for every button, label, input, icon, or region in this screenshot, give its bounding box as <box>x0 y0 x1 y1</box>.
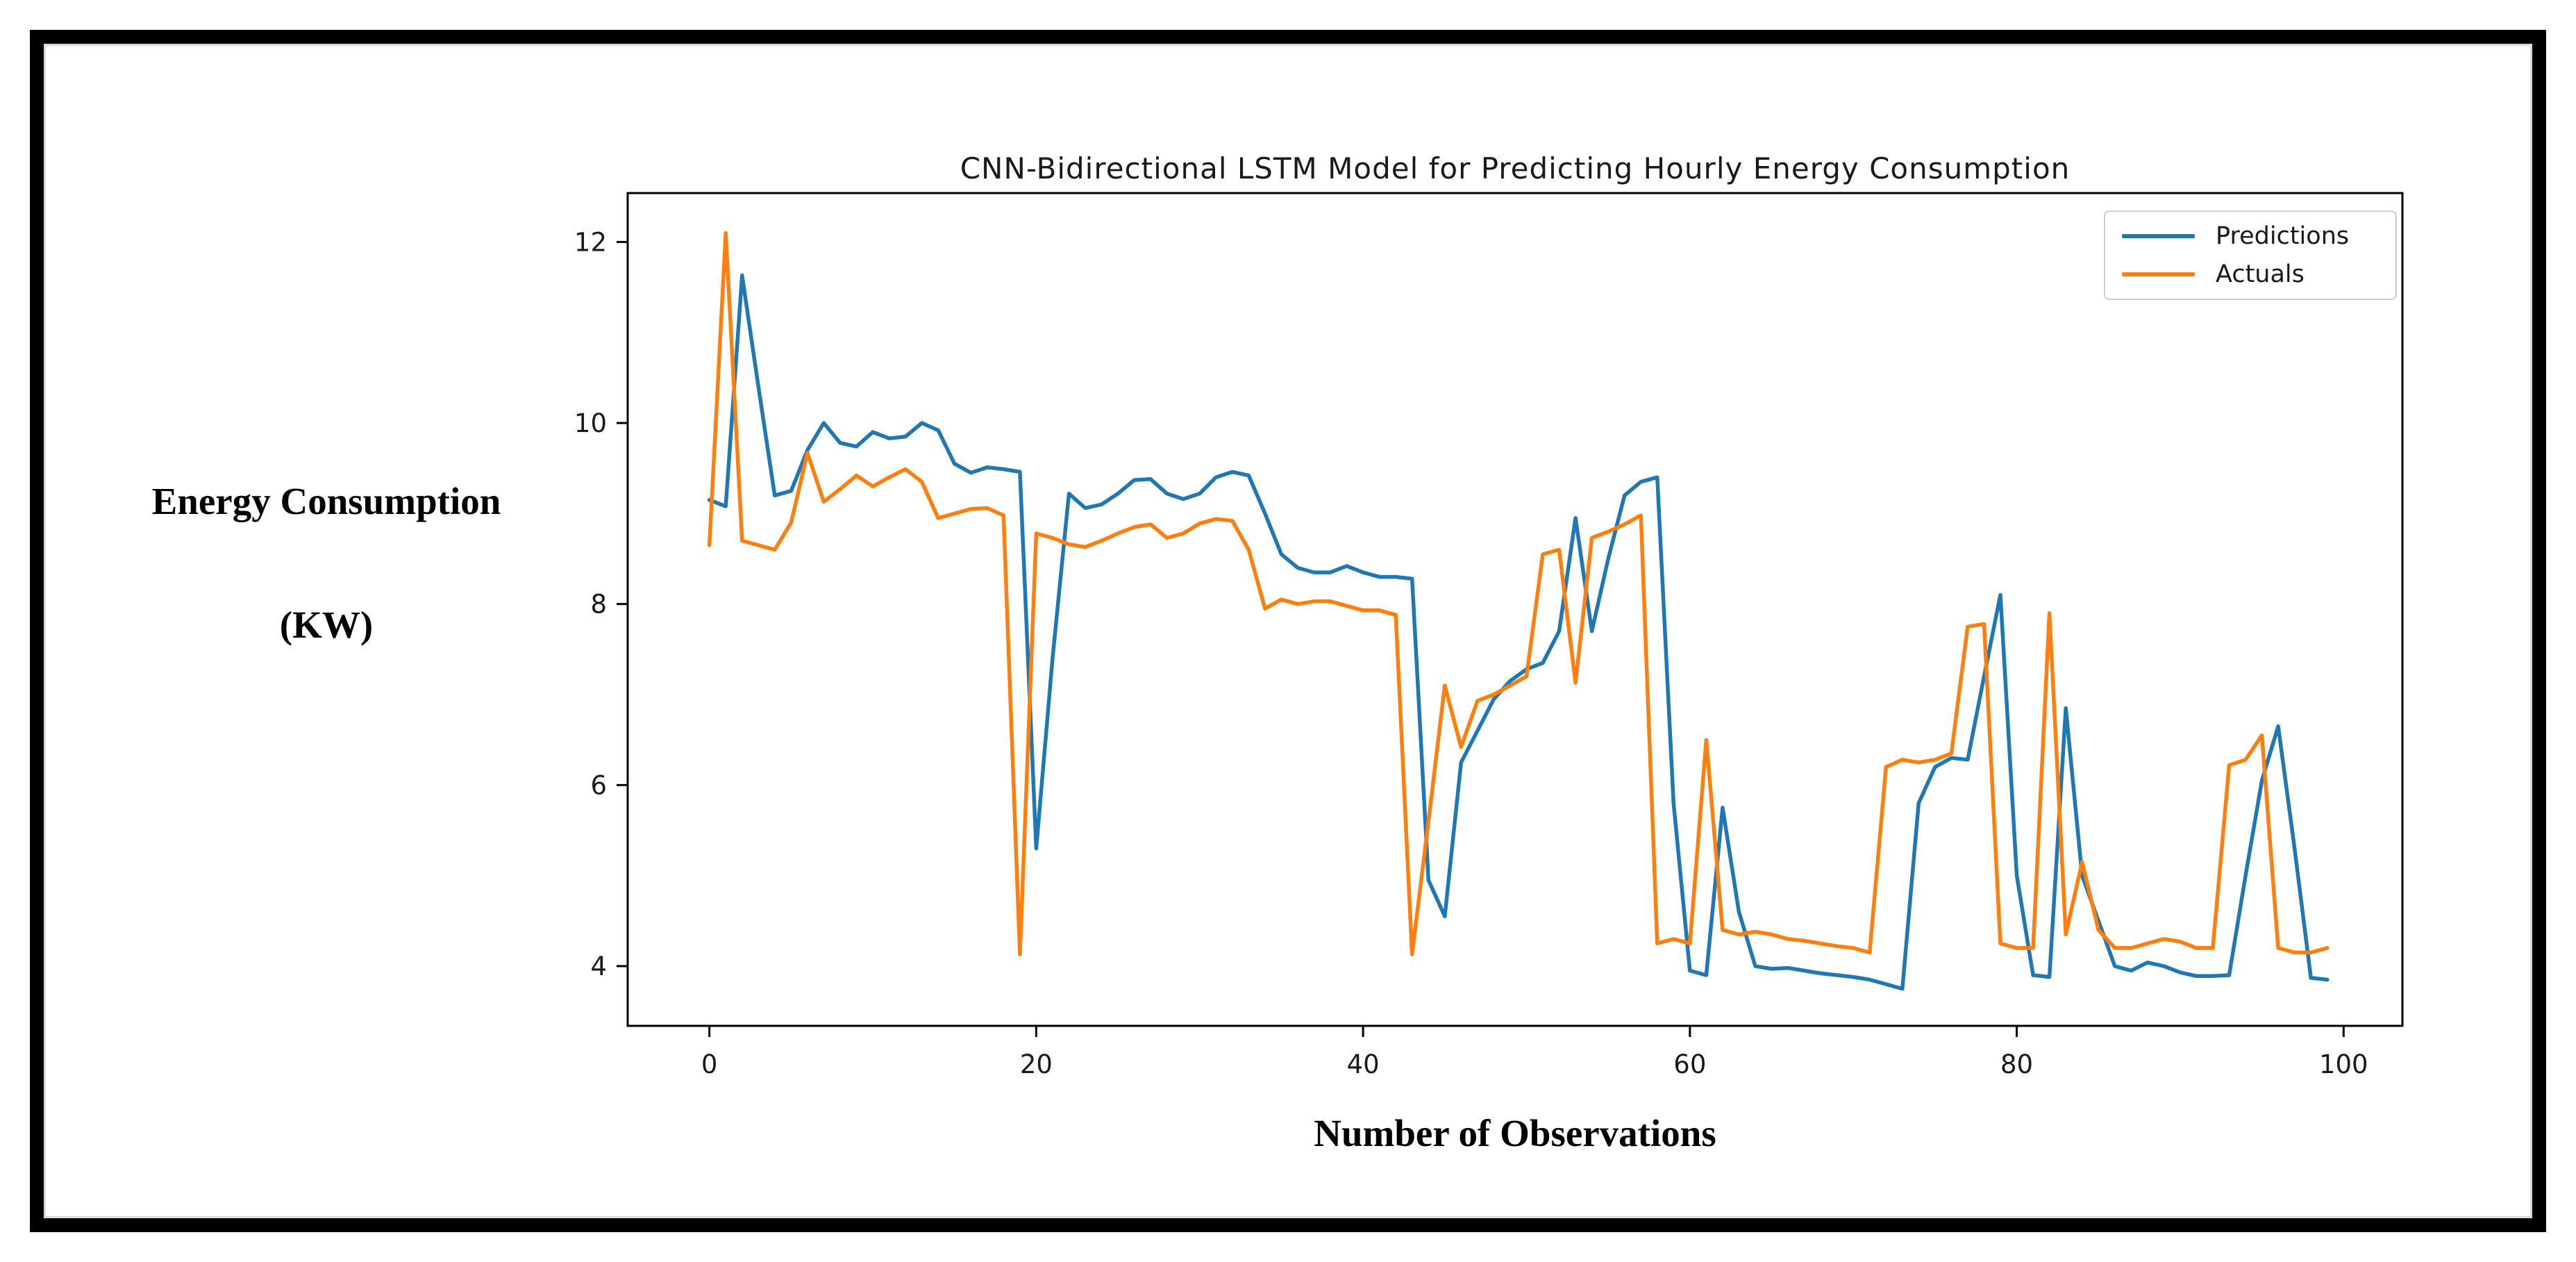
x-tick-label: 80 <box>2000 1049 2033 1079</box>
y-axis-label: Energy Consumption (KW) <box>90 479 562 647</box>
y-tick-label: 4 <box>590 952 607 981</box>
legend-row-predictions: Predictions <box>2122 223 2379 250</box>
x-tick-label: 20 <box>1020 1049 1053 1079</box>
predictions-line-swatch <box>2122 234 2195 239</box>
predictions-line <box>707 273 2330 991</box>
x-axis-label: Number of Observations <box>1314 1112 1716 1154</box>
y-axis-label-line1: Energy Consumption <box>151 480 501 522</box>
x-tick-label: 100 <box>2319 1049 2368 1079</box>
y-tick-label: 6 <box>590 770 607 800</box>
legend-label-actuals: Actuals <box>2216 260 2305 288</box>
x-tick-label: 40 <box>1347 1049 1380 1079</box>
x-tick-label: 0 <box>701 1049 718 1079</box>
legend-row-actuals: Actuals <box>2122 260 2379 288</box>
y-tick-label: 10 <box>574 408 607 438</box>
y-tick-label: 8 <box>590 590 607 620</box>
x-tick-label: 60 <box>1673 1049 1706 1079</box>
actuals-line-swatch <box>2122 272 2195 276</box>
legend-label-predictions: Predictions <box>2216 222 2350 250</box>
actuals-line <box>707 231 2330 956</box>
y-axis-label-line2: (KW) <box>279 604 374 646</box>
y-tick-label: 12 <box>574 227 607 257</box>
legend: Predictions Actuals <box>2104 210 2397 300</box>
chart-title: CNN-Bidirectional LSTM Model for Predict… <box>960 151 2071 185</box>
axes-frame <box>626 192 2404 1027</box>
